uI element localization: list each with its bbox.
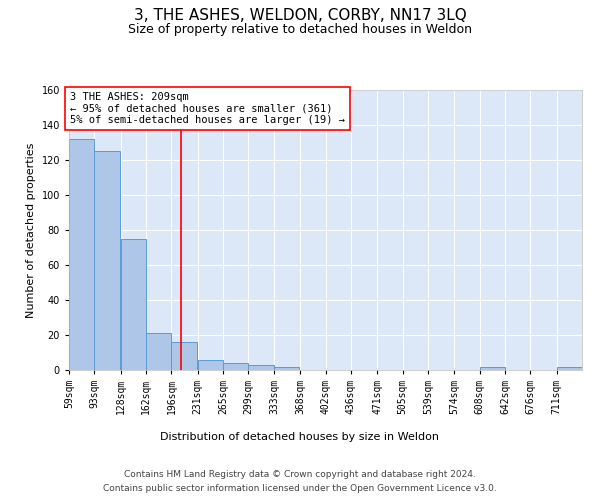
Text: Contains public sector information licensed under the Open Government Licence v3: Contains public sector information licen… <box>103 484 497 493</box>
Text: Distribution of detached houses by size in Weldon: Distribution of detached houses by size … <box>161 432 439 442</box>
Bar <box>274 366 299 370</box>
Text: Contains HM Land Registry data © Crown copyright and database right 2024.: Contains HM Land Registry data © Crown c… <box>124 470 476 479</box>
Bar <box>172 342 197 370</box>
Bar <box>146 333 172 370</box>
Bar <box>479 366 505 370</box>
Bar <box>223 363 248 370</box>
Text: 3 THE ASHES: 209sqm
← 95% of detached houses are smaller (361)
5% of semi-detach: 3 THE ASHES: 209sqm ← 95% of detached ho… <box>70 92 345 125</box>
Bar <box>94 151 120 370</box>
Text: 3, THE ASHES, WELDON, CORBY, NN17 3LQ: 3, THE ASHES, WELDON, CORBY, NN17 3LQ <box>134 8 466 22</box>
Bar <box>557 366 582 370</box>
Y-axis label: Number of detached properties: Number of detached properties <box>26 142 36 318</box>
Text: Size of property relative to detached houses in Weldon: Size of property relative to detached ho… <box>128 22 472 36</box>
Bar <box>197 360 223 370</box>
Bar <box>248 365 274 370</box>
Bar <box>69 139 94 370</box>
Bar <box>121 239 146 370</box>
